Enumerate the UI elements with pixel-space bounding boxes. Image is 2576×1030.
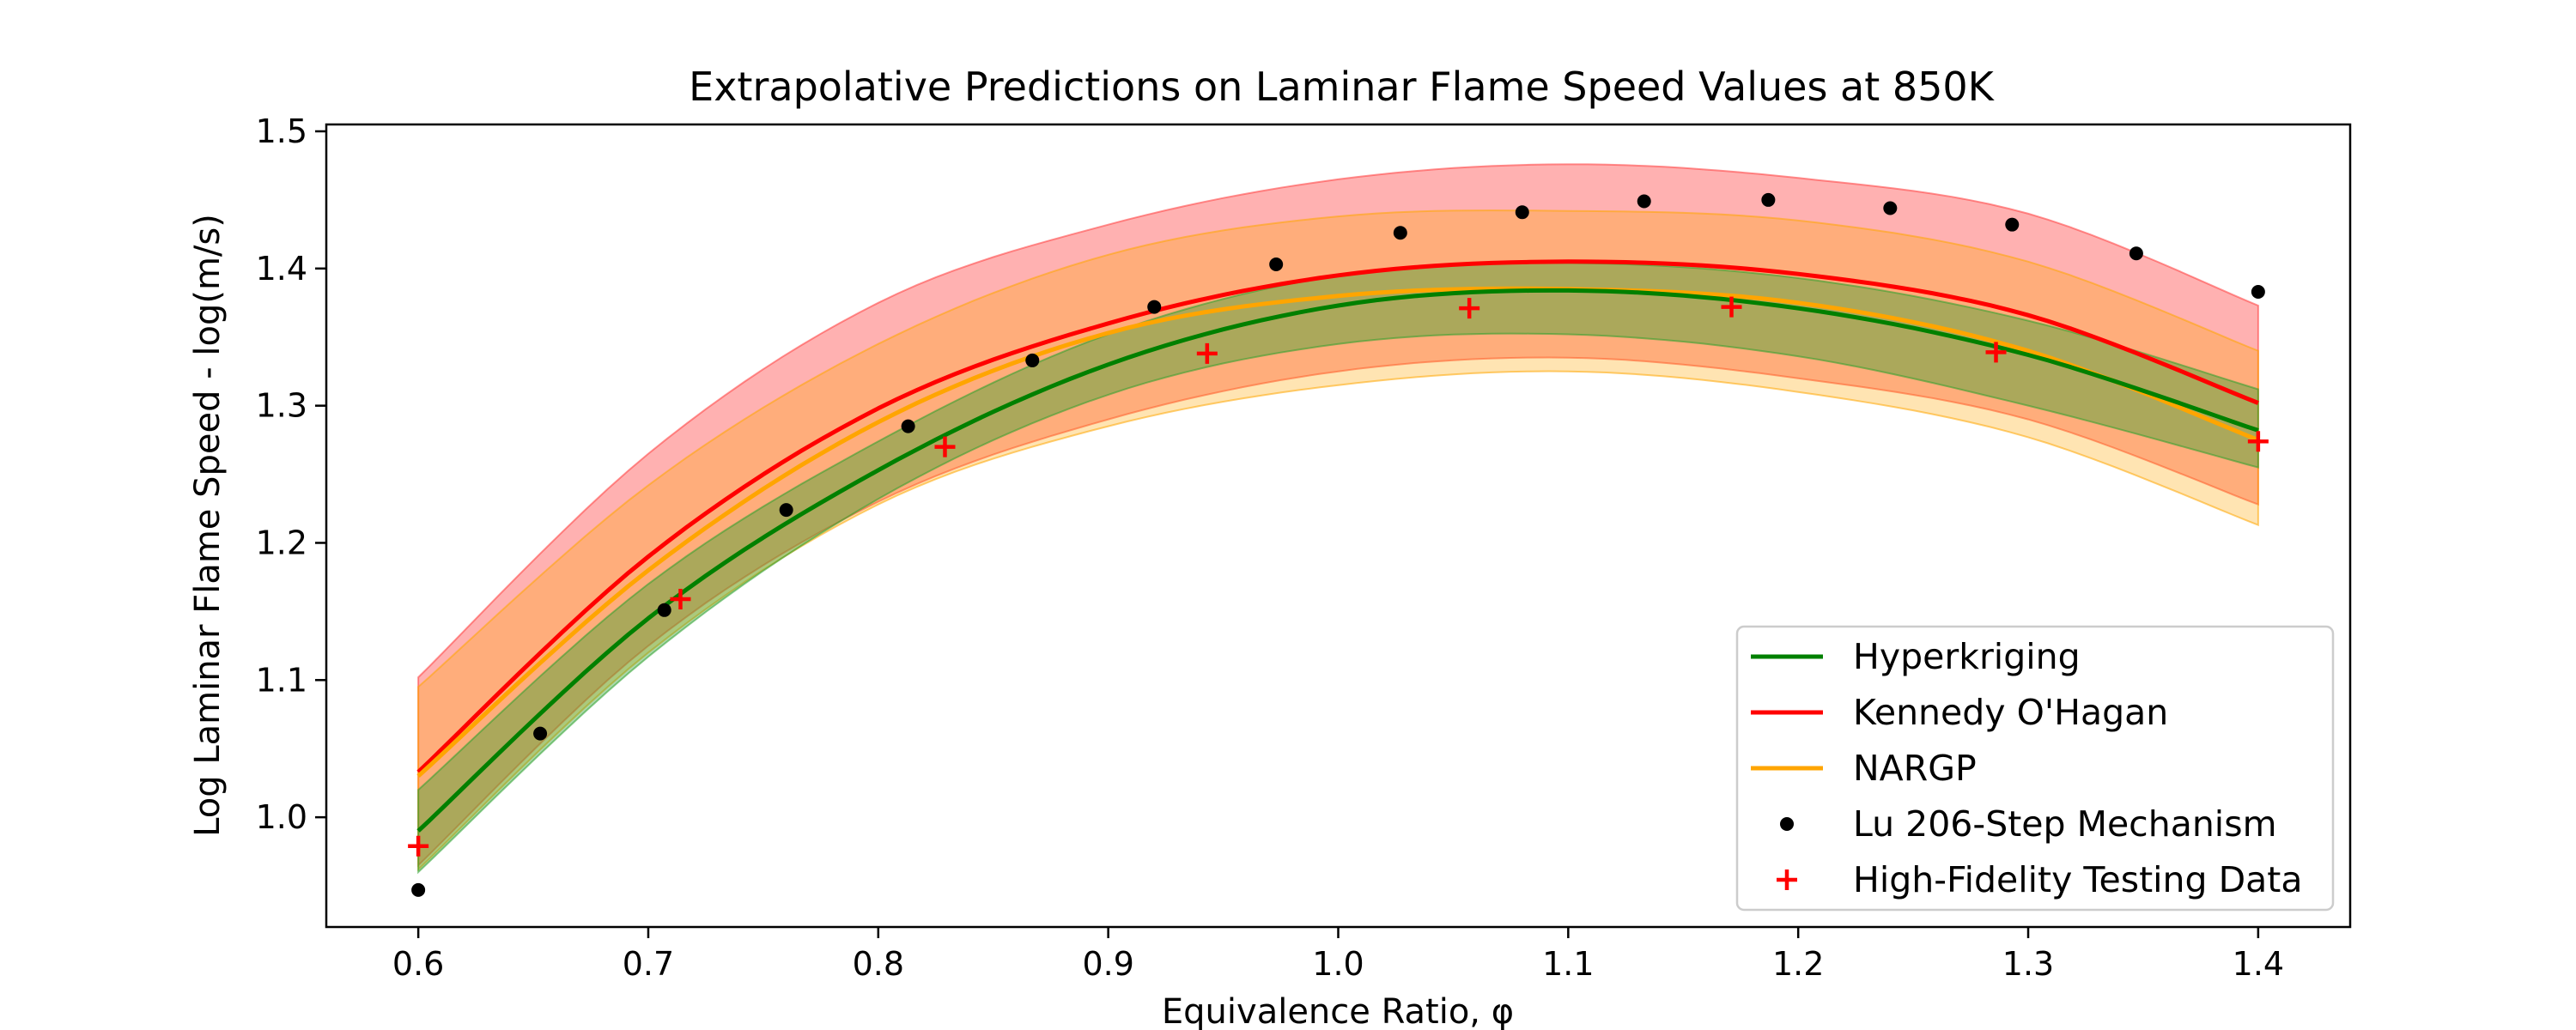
legend-label-hyperkriging: Hyperkriging <box>1853 636 2081 677</box>
x-tick-label: 1.4 <box>2233 945 2284 983</box>
line-kennedy-o-hagan <box>416 259 2259 774</box>
series-lines <box>416 259 2259 833</box>
lu-mechanism-point <box>1269 258 1284 272</box>
y-tick-label: 1.5 <box>256 112 307 150</box>
testing-data-point <box>408 835 429 857</box>
lu-mechanism-point <box>1637 194 1651 209</box>
legend-box <box>1735 625 2335 912</box>
lu-mechanism-point <box>1515 205 1529 220</box>
lu-mechanism-point <box>901 419 915 433</box>
y-axis-label: Log Laminar Flame Speed - log(m/s) <box>188 214 228 837</box>
lu-mechanism-point <box>1147 300 1162 314</box>
legend: Hyperkriging Kennedy O'Hagan NARGP Lu 206-S… <box>1735 625 2335 912</box>
chart-title: Extrapolative Predictions on Laminar Fla… <box>689 64 1996 110</box>
lu-mechanism-point <box>1761 192 1776 207</box>
testing-data-point <box>934 436 956 457</box>
x-tick-label: 0.7 <box>623 945 674 983</box>
testing-data-point <box>1985 342 2007 363</box>
legend-label-high-fidelity-testing-data: High-Fidelity Testing Data <box>1853 859 2303 900</box>
x-tick-label: 0.8 <box>853 945 904 983</box>
x-axis-ticks: 0.6 0.7 0.8 0.9 1.0 1.1 1.2 1.3 1.4 <box>392 927 2284 983</box>
y-tick-label: 1.1 <box>256 661 307 699</box>
testing-data-point <box>1721 296 1742 318</box>
x-axis-label: Equivalence Ratio, φ <box>1162 992 1514 1030</box>
lu-mechanism-point <box>2251 284 2265 299</box>
lu-mechanism-point <box>1883 201 1898 215</box>
y-axis-ticks: 1.0 1.1 1.2 1.3 1.4 1.5 <box>256 112 326 836</box>
legend-label-nargp: NARGP <box>1853 748 1977 789</box>
testing-data-point <box>670 589 691 610</box>
x-tick-label: 1.2 <box>1772 945 1824 983</box>
testing-data-point <box>1196 342 1218 364</box>
legend-swatch-lu-206-step-mechanism <box>1780 817 1794 831</box>
x-tick-label: 0.6 <box>392 945 444 983</box>
lu-mechanism-point <box>533 726 548 741</box>
testing-data-point <box>1459 298 1480 319</box>
band-nargp <box>417 209 2259 872</box>
y-tick-label: 1.0 <box>256 798 307 836</box>
x-tick-label: 0.9 <box>1082 945 1133 983</box>
legend-swatch-high-fidelity-testing-data <box>1777 869 1797 890</box>
x-tick-label: 1.0 <box>1312 945 1364 983</box>
scatter-points <box>408 192 2269 897</box>
lu-mechanism-point <box>2005 217 2020 232</box>
testing-data-point <box>2247 431 2269 452</box>
lu-mechanism-point <box>411 882 426 897</box>
y-tick-label: 1.3 <box>256 387 307 425</box>
legend-label-kennedy-o-hagan: Kennedy O'Hagan <box>1853 692 2168 733</box>
lu-mechanism-point <box>2129 246 2143 261</box>
lu-mechanism-point <box>1393 226 1407 240</box>
y-tick-label: 1.2 <box>256 524 307 561</box>
x-tick-label: 1.3 <box>2002 945 2054 983</box>
y-tick-label: 1.4 <box>256 250 307 288</box>
lu-mechanism-point <box>779 503 793 518</box>
line-hyperkriging <box>416 288 2259 833</box>
legend-label-lu-206-step-mechanism: Lu 206-Step Mechanism <box>1853 803 2277 845</box>
x-tick-label: 1.1 <box>1542 945 1594 983</box>
lu-mechanism-point <box>657 603 671 617</box>
line-nargp <box>416 286 2259 779</box>
lu-mechanism-point <box>1025 353 1040 367</box>
